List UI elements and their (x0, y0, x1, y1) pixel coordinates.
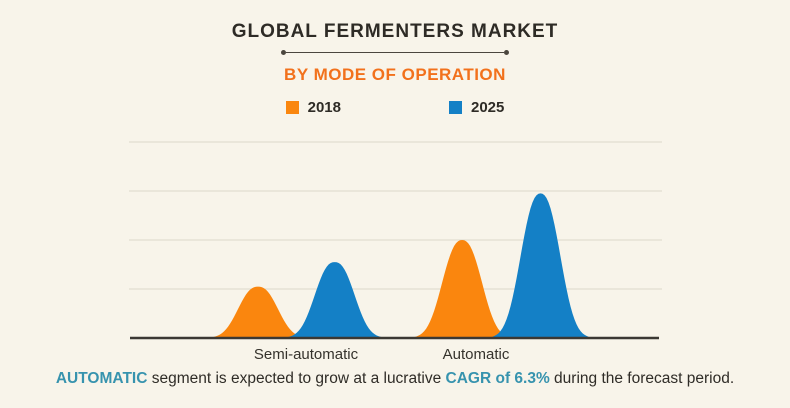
peak-2025-automatic (492, 193, 589, 338)
divider-dot-right (504, 50, 509, 55)
peak-2018-automatic (414, 240, 511, 338)
category-label-semi-automatic: Semi-automatic (253, 346, 359, 363)
divider-line (286, 52, 504, 53)
peak-2025-semi-automatic (286, 262, 383, 338)
peak-2018-semi-automatic (210, 286, 306, 338)
legend-swatch-2025-icon (449, 101, 462, 114)
footnote-highlight-cagr: CAGR of 6.3% (445, 370, 550, 387)
title-divider (281, 50, 509, 55)
legend-item-2018: 2018 (285, 99, 341, 116)
footnote-text-2: during the forecast period. (549, 370, 735, 387)
header: GLOBAL FERMENTERS MARKET BY MODE OF OPER… (0, 0, 790, 116)
chart-subtitle: BY MODE OF OPERATION (284, 65, 506, 84)
legend-swatch-2018-icon (285, 101, 299, 114)
legend-label-2018: 2018 (307, 99, 341, 116)
legend-item-2025: 2025 (449, 99, 504, 116)
footnote-highlight-automatic: AUTOMATIC (55, 370, 148, 387)
page-title: GLOBAL FERMENTERS MARKET (231, 21, 559, 42)
footnote-text-1: segment is expected to grow at a lucrati… (147, 370, 446, 387)
footnote: AUTOMATIC segment is expected to grow at… (0, 370, 790, 388)
category-label-automatic: Automatic (442, 346, 510, 363)
legend: 2018 2025 (0, 99, 790, 116)
divider-dot-left (281, 50, 286, 55)
legend-label-2025: 2025 (471, 99, 505, 116)
